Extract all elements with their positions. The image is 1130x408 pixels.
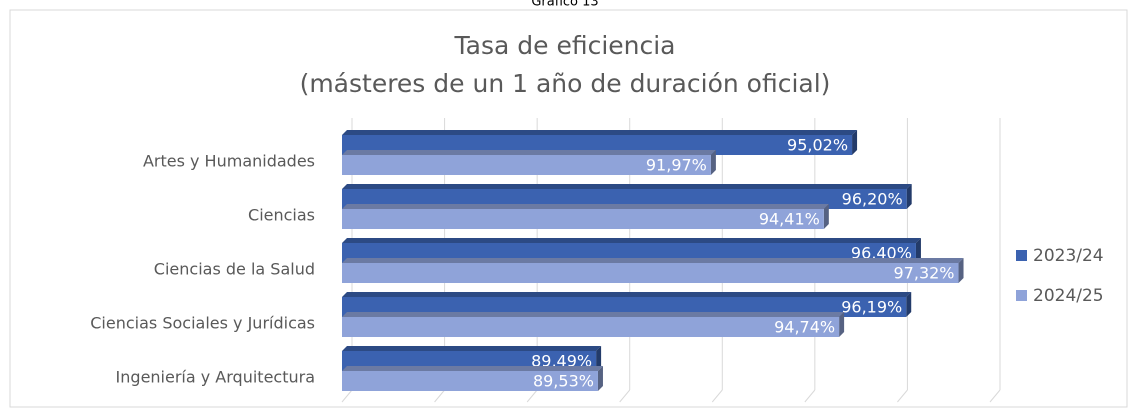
legend-label: 2023/24 [1033,246,1104,266]
value-label: 89,49% [531,352,592,371]
grid-floor [341,389,353,403]
value-label: 96,20% [842,190,903,209]
bar-top [342,238,921,243]
legend-swatch [1016,290,1027,301]
grid-floor [897,389,908,403]
bar-side [597,366,603,391]
y-tick-label: Ciencias de la Salud [154,260,315,279]
grid-floor [619,389,631,403]
bar-top [342,258,964,263]
bar [342,263,959,283]
bar-top [342,312,845,317]
bar-top [342,184,912,189]
value-label: 96,40% [851,244,912,263]
bar-side [710,150,716,175]
grid-floor [989,389,1001,403]
chart-header: Gráfico 13 [531,0,598,10]
legend-swatch [1016,250,1027,261]
grid-floor [711,389,723,403]
grid-floor [434,389,445,403]
bar [342,155,711,175]
grid-floor [526,389,538,403]
bar-top [342,204,829,209]
bar [342,317,840,337]
y-tick-label: Artes y Humanidades [143,152,315,171]
value-label: 89,53% [533,372,594,391]
chart-title: Tasa de eficiencia [454,31,676,60]
value-label: 94,41% [759,210,820,229]
bar-top [342,130,858,135]
value-label: 95,02% [787,136,848,155]
bar-top [342,346,602,351]
value-label: 96,19% [841,298,902,317]
legend-label: 2024/25 [1033,286,1104,306]
y-tick-label: Ciencias Sociales y Jurídicas [90,314,315,333]
value-label: 91,97% [646,156,707,175]
value-label: 97,32% [894,264,955,283]
bar-side [958,258,964,283]
bar-side [906,184,912,209]
bar-top [342,150,716,155]
bar-side [596,346,602,371]
bar-side [823,204,829,229]
bar-top [342,292,912,297]
bar [342,209,824,229]
bar [342,371,598,391]
bar-side [906,292,912,317]
value-label: 94,74% [774,318,835,337]
bar-top [342,366,603,371]
chart-title: (másteres de un 1 año de duración oficia… [300,69,831,98]
bar-side [915,238,921,263]
y-tick-label: Ingeniería y Arquitectura [116,368,315,387]
grid-floor [804,389,816,403]
y-tick-label: Ciencias [248,206,315,225]
bar-side [839,312,845,337]
bar-side [852,130,858,155]
